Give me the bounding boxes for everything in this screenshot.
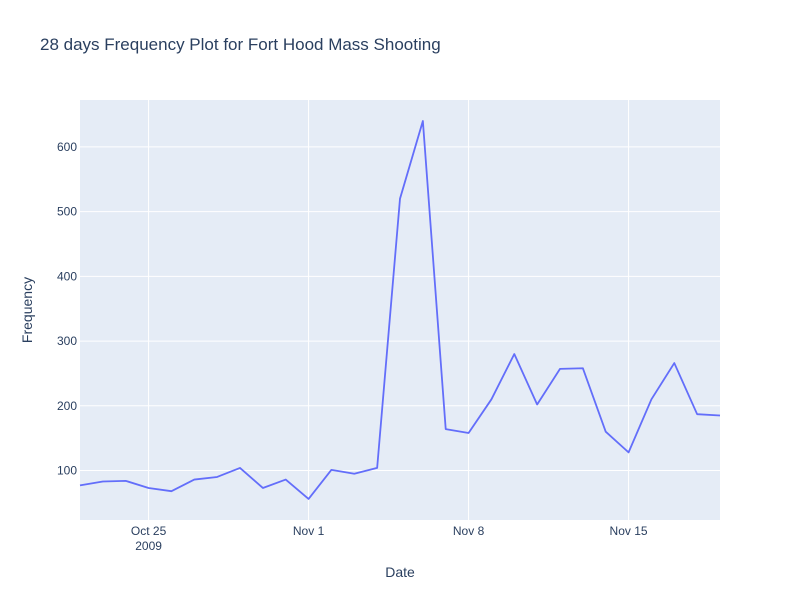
y-tick-label: 200 <box>57 399 77 413</box>
x-tick-label: Oct 25 <box>131 524 167 538</box>
x-axis-title: Date <box>385 564 415 580</box>
grid-layer <box>80 100 720 520</box>
y-axis-title: Frequency <box>19 277 35 343</box>
y-tick-label: 400 <box>57 269 77 283</box>
y-tick-label: 600 <box>57 140 77 154</box>
y-tick-label: 500 <box>57 205 77 219</box>
x-tick-label: Nov 15 <box>610 524 648 538</box>
x-tick-label: Nov 8 <box>453 524 485 538</box>
y-tick-label: 100 <box>57 463 77 477</box>
x-tick-sublabel: 2009 <box>135 539 162 553</box>
plot-area <box>80 100 720 520</box>
series-layer <box>79 120 721 500</box>
y-tick-label: 300 <box>57 334 77 348</box>
x-tick-label: Nov 1 <box>293 524 325 538</box>
series-line <box>79 120 721 500</box>
y-axis-ticks: 100 200 300 400 500 600 <box>57 140 77 478</box>
chart-title: 28 days Frequency Plot for Fort Hood Mas… <box>40 35 441 54</box>
